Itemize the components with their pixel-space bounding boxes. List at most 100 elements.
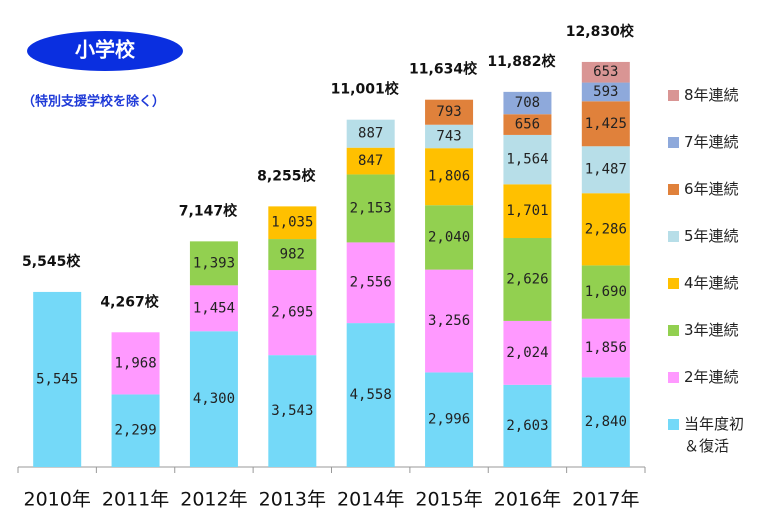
value-label: 4,558 — [350, 387, 392, 403]
value-label: 1,454 — [193, 300, 235, 316]
bar-segment — [346, 119, 395, 148]
bar-segment — [503, 184, 552, 239]
legend-label: 4年連続 — [684, 274, 739, 292]
value-label: 2,603 — [506, 418, 548, 434]
bar-segment — [425, 99, 474, 125]
total-label: 5,545校 — [22, 253, 81, 270]
value-label: 3,256 — [428, 313, 470, 329]
bar-segment — [425, 148, 474, 206]
value-label: 2,556 — [350, 275, 392, 291]
bar-segment — [189, 331, 238, 467]
value-label: 3,543 — [271, 403, 313, 419]
bar-segment — [346, 323, 395, 467]
value-label: 2,996 — [428, 412, 470, 428]
total-label: 11,001校 — [331, 81, 400, 98]
bar-segment — [111, 332, 160, 395]
bar-segment — [503, 238, 552, 321]
legend-swatch — [668, 90, 679, 101]
bar-segment — [581, 82, 630, 102]
total-label: 11,882校 — [487, 53, 556, 70]
value-label: 5,545 — [36, 371, 78, 387]
total-label: 7,147校 — [179, 202, 238, 219]
bar-segment — [425, 205, 474, 270]
bar-segment — [503, 134, 552, 185]
legend-swatch — [668, 372, 679, 383]
bar-segment — [503, 384, 552, 467]
legend-label: 3年連続 — [684, 321, 739, 339]
legend-swatch — [668, 278, 679, 289]
total-label: 12,830校 — [566, 23, 635, 40]
bar-segment — [189, 285, 238, 332]
value-label: 653 — [593, 64, 618, 80]
x-tick-label: 2017年 — [572, 489, 639, 511]
chart-subtitle: （特別支援学校を除く） — [22, 94, 165, 110]
x-tick-label: 2014年 — [337, 489, 404, 511]
total-label: 8,255校 — [257, 167, 316, 184]
bar-segment — [581, 193, 630, 266]
legend-swatch — [668, 184, 679, 195]
value-label: 2,695 — [271, 305, 313, 321]
value-label: 708 — [515, 95, 540, 111]
bar-segment — [503, 320, 552, 385]
legend-label: 当年度初＆復活 — [684, 415, 745, 455]
value-label: 1,968 — [114, 355, 156, 371]
value-label: 1,425 — [585, 116, 627, 132]
value-label: 4,300 — [193, 391, 235, 407]
x-tick-label: 2012年 — [180, 489, 247, 511]
bar-segment — [581, 265, 630, 319]
legend-label: 6年連続 — [684, 180, 739, 198]
value-label: 1,487 — [585, 162, 627, 178]
value-label: 1,690 — [585, 284, 627, 300]
bar-segment — [268, 239, 317, 271]
bar-segment — [581, 146, 630, 194]
value-label: 1,701 — [506, 203, 548, 219]
bar-segment — [346, 242, 395, 324]
bar-segment — [581, 318, 630, 378]
bar-segment — [346, 174, 395, 243]
total-label: 4,267校 — [100, 293, 159, 310]
bar-segment — [503, 91, 552, 115]
value-label: 2,153 — [350, 200, 392, 216]
value-label: 847 — [358, 153, 383, 169]
value-label: 2,299 — [114, 423, 156, 439]
x-tick-label: 2013年 — [259, 489, 326, 511]
bar-segment — [33, 291, 82, 467]
bar-segment — [581, 101, 630, 147]
bar-segment — [425, 372, 474, 467]
legend-swatch — [668, 325, 679, 336]
value-label: 1,806 — [428, 169, 470, 185]
bar-segment — [425, 124, 474, 149]
value-label: 2,626 — [506, 271, 548, 287]
bar-segment — [268, 206, 317, 240]
value-label: 656 — [515, 117, 540, 133]
legend-swatch — [668, 231, 679, 242]
bar-segment — [189, 241, 238, 286]
chart-title: 小学校 — [75, 38, 136, 62]
total-label: 11,634校 — [409, 61, 478, 78]
title-badge — [27, 31, 183, 71]
bar-segment — [268, 355, 317, 467]
value-label: 887 — [358, 126, 383, 142]
bar-segment — [425, 269, 474, 373]
x-tick-label: 2011年 — [102, 489, 169, 511]
value-label: 1,035 — [271, 215, 313, 231]
value-label: 1,856 — [585, 340, 627, 356]
value-label: 982 — [280, 247, 305, 263]
legend-label: 2年連続 — [684, 368, 739, 386]
legend-swatch — [668, 419, 679, 430]
value-label: 743 — [436, 128, 461, 144]
value-label: 2,840 — [585, 414, 627, 430]
bar-segment — [346, 147, 395, 175]
bar-segment — [581, 377, 630, 467]
bar-segment — [581, 61, 630, 83]
legend-label: 8年連続 — [684, 86, 739, 104]
bar-segment — [503, 114, 552, 135]
value-label: 1,393 — [193, 255, 235, 271]
legend-swatch — [668, 137, 679, 148]
bar-segment — [268, 270, 317, 356]
value-label: 593 — [593, 84, 618, 100]
value-label: 1,564 — [506, 152, 548, 168]
value-label: 793 — [436, 104, 461, 120]
